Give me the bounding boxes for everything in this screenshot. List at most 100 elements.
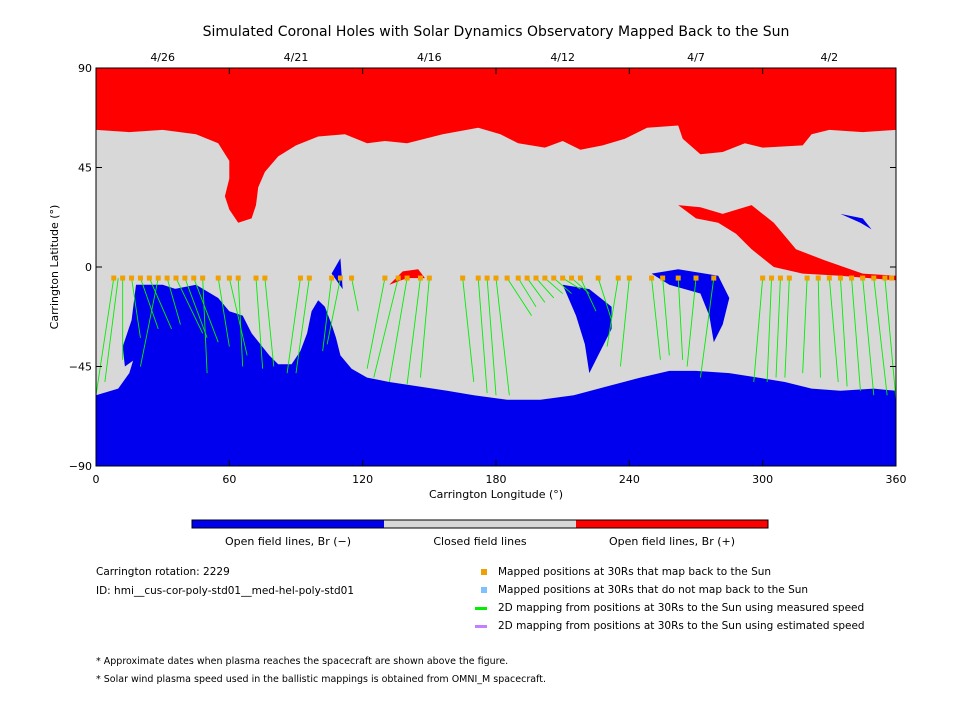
y-tick-label: 0 [85, 261, 92, 274]
mapped-point [337, 275, 343, 281]
mapping-line [486, 278, 497, 396]
mapping-line [662, 278, 670, 356]
mapping-line [295, 277, 310, 374]
mapping-line [784, 278, 790, 378]
carrington-rotation: Carrington rotation: 2229 [96, 566, 230, 578]
mapping-line [140, 277, 159, 367]
mapped-point [515, 275, 521, 281]
footnote-speed: * Solar wind plasma speed used in the ba… [96, 674, 546, 685]
mapped-point [769, 275, 775, 281]
mapping-line [526, 277, 546, 303]
mapped-points [111, 275, 895, 281]
mapped-point [711, 275, 717, 281]
mapping-line [495, 278, 510, 396]
mapped-point [164, 275, 170, 281]
legend-label: 2D mapping from positions at 30Rs to the… [498, 602, 865, 614]
mapped-point [253, 275, 259, 281]
mapped-point [777, 275, 783, 281]
mapping-line [802, 278, 808, 374]
mapped-point [306, 275, 312, 281]
x-tick-label: 0 [93, 473, 100, 486]
mapped-point [191, 275, 197, 281]
mapped-point [882, 275, 888, 281]
green-line-icon [475, 607, 487, 610]
mapped-point [226, 275, 232, 281]
mapped-point [889, 275, 895, 281]
mapping-line [553, 277, 572, 294]
mapped-point [329, 275, 335, 281]
mapped-point [382, 275, 388, 281]
mapping-line [535, 277, 555, 299]
mapped-point [404, 275, 410, 281]
mapping-line [322, 278, 333, 352]
colorbar-segment [576, 520, 768, 528]
legend-label: Mapped positions at 30Rs that map back t… [498, 566, 772, 578]
date-label: 4/2 [820, 51, 838, 64]
mapping-line [388, 277, 408, 383]
mapped-point [120, 275, 126, 281]
mapping-line [606, 277, 619, 347]
mapping-line [184, 277, 208, 338]
date-label: 4/7 [687, 51, 705, 64]
mapping-line [884, 278, 897, 400]
mapping-line [839, 278, 848, 387]
region-negative-lobe-left [122, 284, 190, 367]
legend-label: Mapped positions at 30Rs that do not map… [498, 584, 809, 596]
date-label: 4/26 [150, 51, 175, 64]
mapping-line [175, 277, 204, 334]
mapped-point [129, 275, 135, 281]
mapping-lines [95, 277, 897, 400]
y-tick-label: −90 [69, 460, 92, 473]
mapped-point [577, 275, 583, 281]
purple-line-icon [475, 625, 487, 628]
region-positive-lobe-right [678, 205, 896, 281]
y-tick-label: 90 [78, 62, 92, 75]
mapped-point [173, 275, 179, 281]
mapped-point [146, 275, 152, 281]
region-negative-polar [96, 284, 896, 466]
mapped-point [569, 275, 575, 281]
mapping-line [264, 278, 275, 367]
mapping-line [677, 278, 684, 360]
mapping-line [517, 277, 537, 308]
mapped-point [551, 275, 557, 281]
mapping-line [95, 277, 115, 396]
colorbar-frame [191, 519, 769, 529]
mapping-line [419, 278, 430, 378]
y-tick-label: 45 [78, 162, 92, 175]
x-tick-label: 60 [222, 473, 236, 486]
mapped-point [871, 275, 877, 281]
mapped-point [760, 275, 766, 281]
mapping-line [873, 278, 888, 396]
mapping-line [544, 277, 563, 294]
mapping-line [228, 277, 248, 356]
mapped-point [262, 275, 268, 281]
mapping-line [351, 277, 359, 312]
mapped-point [693, 275, 699, 281]
mapped-point [826, 275, 832, 281]
colorbar: Open field lines, Br (−) Closed field lin… [191, 519, 769, 548]
mapped-point [660, 275, 666, 281]
colorbar-label: Open field lines, Br (+) [609, 535, 735, 548]
mapped-point [235, 275, 241, 281]
mapped-point [542, 275, 548, 281]
mapping-line [562, 277, 581, 290]
date-label: 4/16 [417, 51, 442, 64]
mapped-point [860, 275, 866, 281]
orange-square-icon [481, 569, 487, 575]
x-tick-label: 240 [619, 473, 640, 486]
mapping-line [255, 278, 264, 369]
mapping-line [462, 278, 475, 383]
mapped-point [504, 275, 510, 281]
mapped-point [626, 275, 632, 281]
mapping-line [477, 278, 488, 394]
mapped-point [493, 275, 499, 281]
x-tick-label: 300 [752, 473, 773, 486]
mapped-point [837, 275, 843, 281]
mapped-point [533, 275, 539, 281]
region-negative-lobe-right [651, 269, 730, 343]
mapped-point [395, 275, 401, 281]
mapping-line [651, 278, 661, 360]
mapping-line [148, 277, 172, 330]
mapped-point [804, 275, 810, 281]
